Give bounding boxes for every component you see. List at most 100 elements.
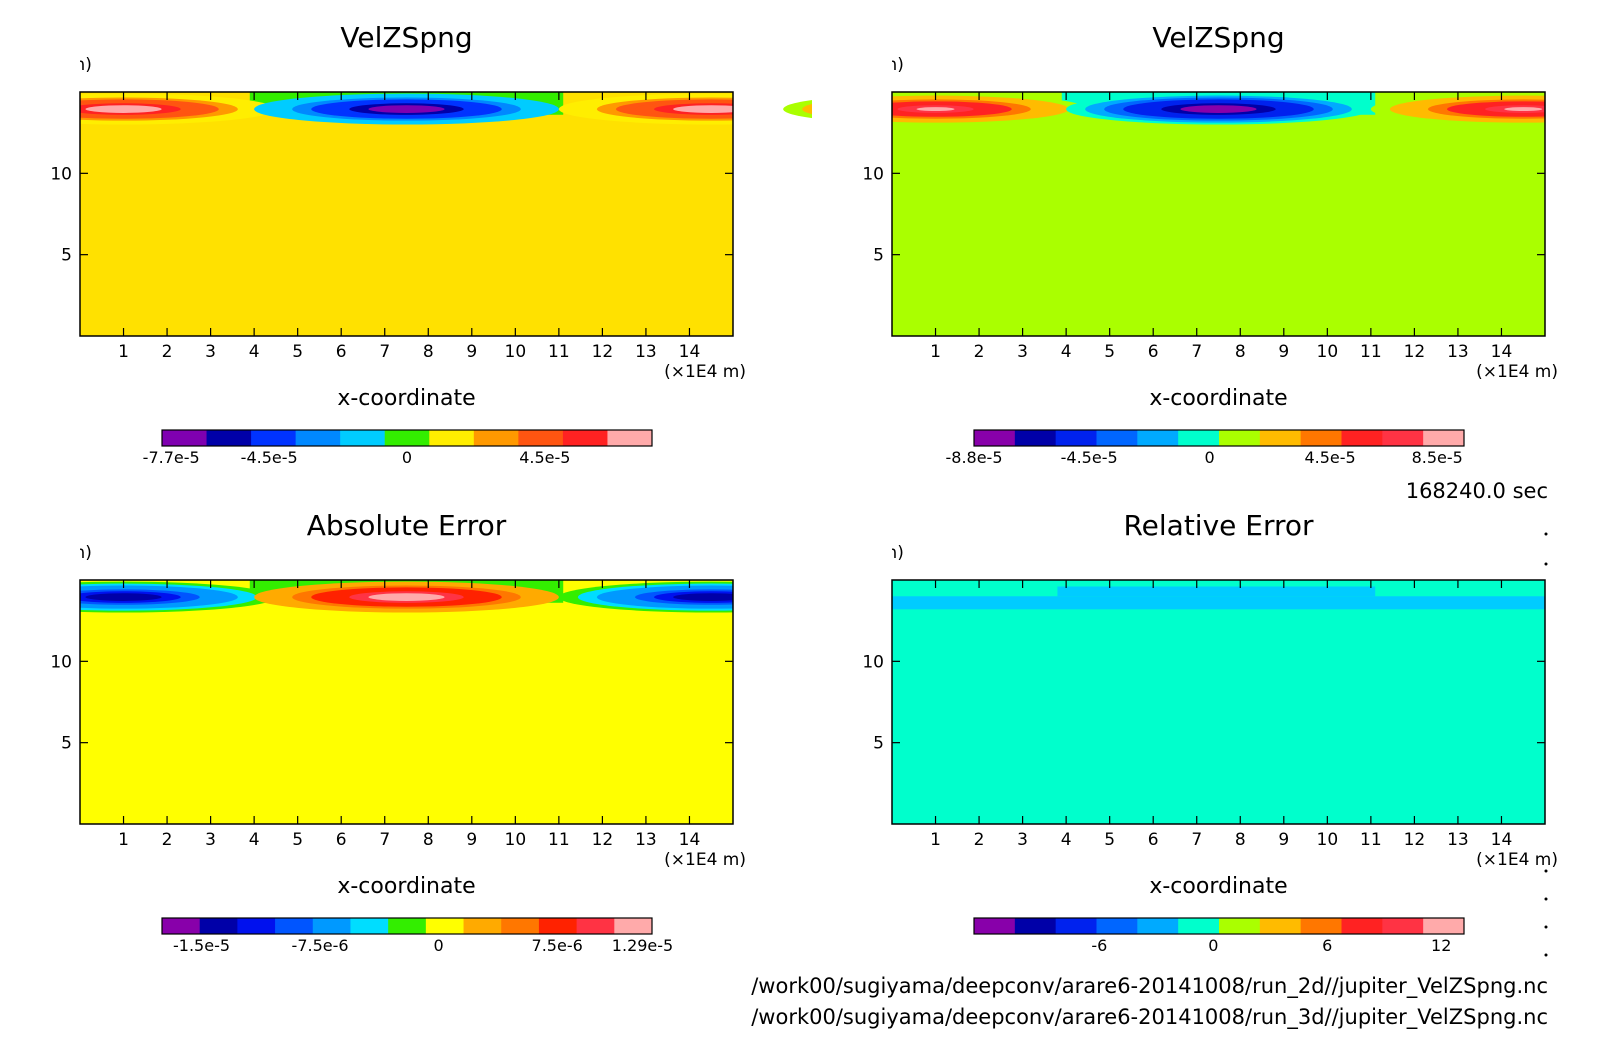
x-tick-label: 13 [635,830,657,850]
colorbar-tick-label: 8.5e-5 [1412,448,1463,467]
x-tick-label: 11 [548,830,570,850]
colorbar-tick-label: -4.5e-5 [241,448,298,467]
x-tick-label: 8 [1235,342,1246,362]
x-tick-label: 4 [1061,342,1072,362]
x-tick-label: 12 [1404,830,1426,850]
x-tick-label: 7 [379,342,390,362]
colorbar-tick-label: 4.5e-5 [1304,448,1355,467]
colorbar-tick-label: 6 [1322,936,1332,955]
x-tick-label: 1 [118,342,129,362]
lobe-1-level-8 [104,595,143,600]
mask-right [1545,560,1604,834]
colorbar-swatch [162,430,208,446]
colorbar-swatch [1014,430,1057,446]
colorbar-tick-label: -4.5e-5 [1061,448,1118,467]
colorbar-tick-label: -8.8e-5 [945,448,1002,467]
colorbar-swatch [538,918,578,934]
x-tick-label: 6 [1148,342,1159,362]
colorbar-swatch [473,430,519,446]
x-tick-label: 5 [292,830,303,850]
x-tick-label: 9 [1278,342,1289,362]
colorbar-swatch [1300,918,1342,934]
mask-top [890,72,1547,92]
colorbar-swatch [1137,918,1179,934]
colorbar-swatch [1341,918,1383,934]
colorbar-swatch [1055,430,1097,446]
colorbar-swatch [1178,430,1220,446]
colorbar-swatch [251,430,297,446]
x-unit-label: (×1E4 m) [1476,850,1558,870]
colorbar-tick-label: -1.5e-5 [173,936,230,955]
x-tick-label: 14 [679,830,701,850]
colorbar-swatch [275,918,314,934]
colorbar-tick-label: -7.5e-6 [292,936,349,955]
colorbar-swatch [206,430,252,446]
chart-panel-3: Absolute Error(×1E4 m)(×1E4 m)x-coordina… [0,488,864,955]
colorbar-swatch [199,918,238,934]
x-axis-label: x-coordinate [1149,386,1287,411]
colorbar-swatch [1178,918,1220,934]
x-tick-label: 3 [1017,342,1028,362]
x-tick-label: 4 [249,830,260,850]
colorbar-swatch [162,918,201,934]
plot-frame [891,91,1546,337]
x-tick-label: 5 [1104,830,1115,850]
mask-left [812,488,892,834]
colorbar-swatch [501,918,540,934]
x-tick-label: 5 [292,342,303,362]
x-tick-label: 14 [679,342,701,362]
colorbar-swatch [607,430,653,446]
lobe-2-level-8 [387,595,426,600]
colorbar-swatch [1096,430,1138,446]
colorbar-swatch [1219,430,1261,446]
lobe-2-level-8 [387,107,426,112]
field-background [80,580,733,824]
colorbar-swatch [237,918,276,934]
x-tick-label: 2 [974,342,985,362]
colorbar-swatch [1382,918,1424,934]
x-tick-label: 13 [1447,830,1469,850]
edge-dot [1544,925,1548,929]
x-tick-label: 9 [466,342,477,362]
colorbar-tick-label: 1.29e-5 [612,936,673,955]
x-tick-label: 1 [930,830,941,850]
x-tick-label: 2 [162,830,173,850]
x-tick-label: 13 [635,342,657,362]
colorbar-swatch [518,430,564,446]
mask-left [0,488,80,834]
x-tick-label: 12 [592,830,614,850]
colorbar-frame [161,917,653,935]
chart-title: Relative Error [1123,509,1314,542]
x-tick-label: 4 [1061,830,1072,850]
file-path-2: /work00/sugiyama/deepconv/arare6-2014100… [751,1005,1548,1030]
x-tick-label: 11 [548,342,570,362]
y-tick-label: 10 [862,652,884,672]
colorbar-swatch [1219,918,1261,934]
colorbar-swatch [1300,430,1342,446]
colorbar-swatch [1341,430,1383,446]
colorbar-swatch [312,918,351,934]
x-tick-label: 3 [1017,830,1028,850]
x-tick-label: 12 [1404,342,1426,362]
x-tick-label: 10 [1317,830,1339,850]
colorbar-swatch [974,430,1016,446]
colorbar-swatch [614,918,653,934]
lobe-3-level-8 [1504,107,1543,112]
colorbar-swatch [295,430,341,446]
colorbar-frame [973,429,1465,447]
x-tick-label: 6 [1148,830,1159,850]
file-path-1: /work00/sugiyama/deepconv/arare6-2014100… [751,974,1548,999]
x-tick-label: 8 [423,830,434,850]
x-tick-label: 7 [379,830,390,850]
colorbar-swatch [1423,918,1465,934]
colorbar-swatch [1096,918,1138,934]
x-tick-label: 9 [466,830,477,850]
chart-title: Absolute Error [307,509,507,542]
colorbar-tick-label: 12 [1431,936,1451,955]
lobe-3-level-8 [692,595,731,600]
x-axis-label: x-coordinate [337,874,475,899]
colorbar-frame [973,917,1465,935]
plot-frame [79,579,734,825]
y-tick-label: 10 [50,652,72,672]
